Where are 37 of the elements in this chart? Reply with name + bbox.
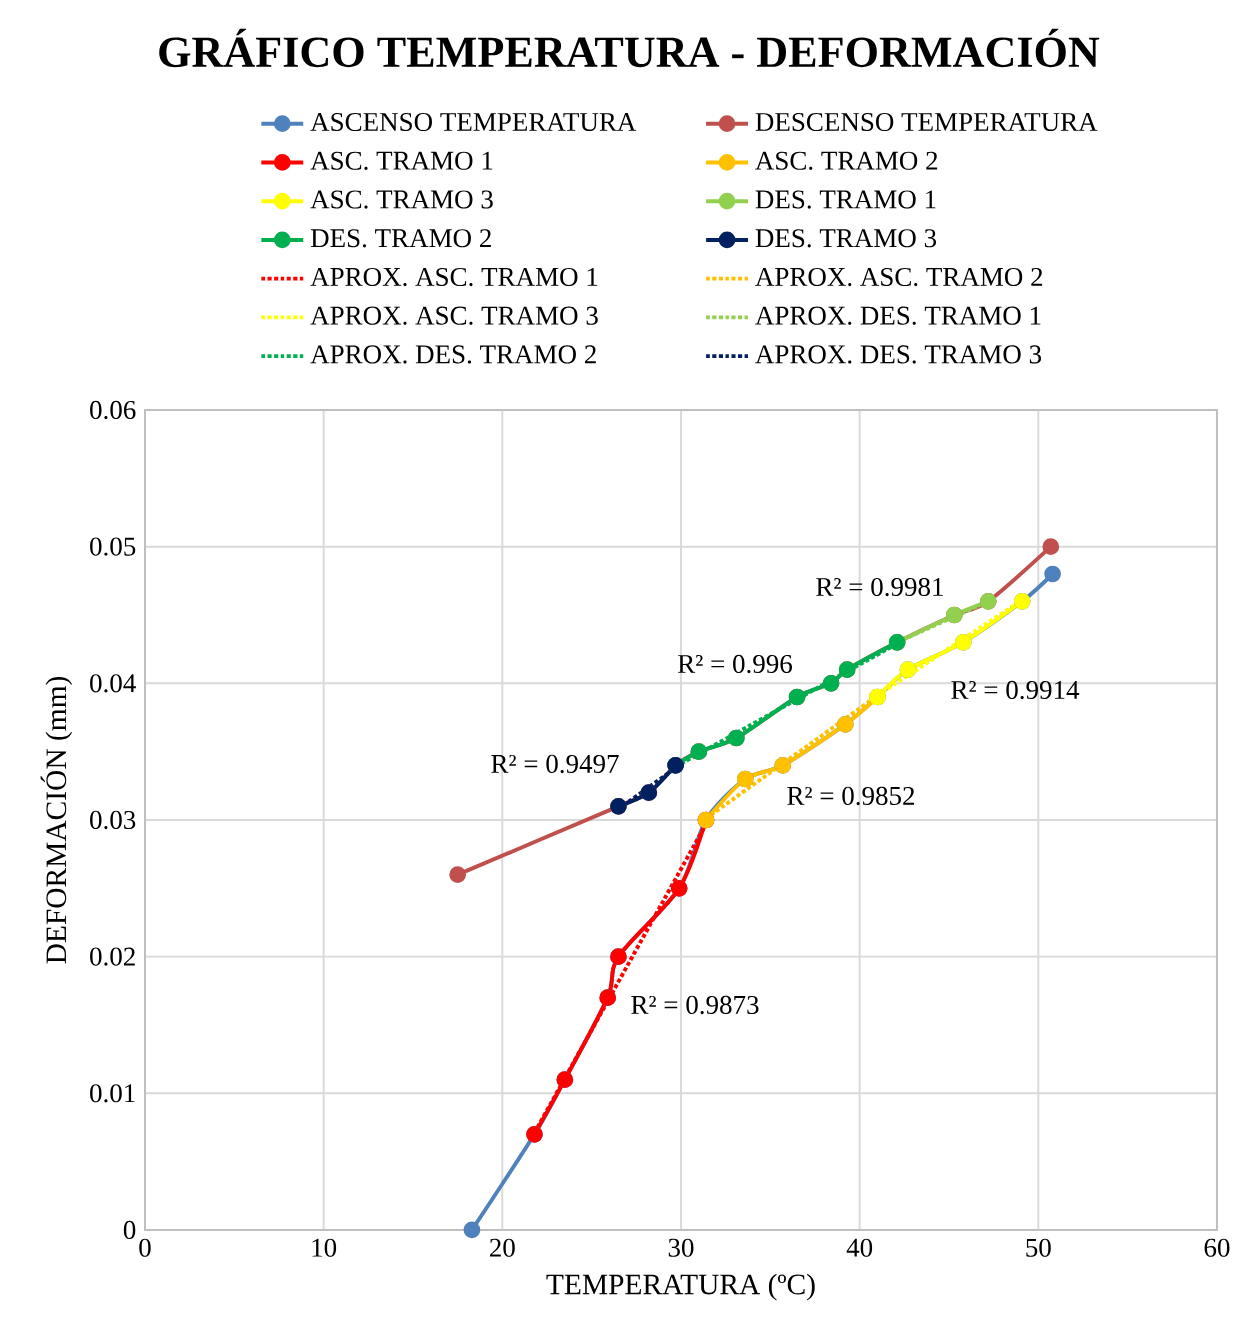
x-tick-label: 10 <box>312 1238 337 1257</box>
legend-label: APROX. DES. TRAMO 3 <box>755 345 1042 364</box>
legend-label: ASC. TRAMO 3 <box>310 190 493 209</box>
annotation: R² = 0.9497 <box>491 754 619 774</box>
legend-label: APROX. ASC. TRAMO 2 <box>755 267 1043 287</box>
y-tick-label: 0.05 <box>90 537 136 556</box>
x-axis-title: TEMPERATURA (ºC) <box>546 1273 815 1301</box>
annotation: R² = 0.9914 <box>951 680 1080 700</box>
x-tick-label: 30 <box>668 1238 694 1257</box>
legend-label: ASC. TRAMO 1 <box>310 151 493 170</box>
chart-title: GRÁFICO TEMPERATURA - DEFORMACIÓN <box>159 28 1100 68</box>
legend-label: APROX. ASC. TRAMO 1 <box>310 267 598 287</box>
legend-label: APROX. DES. TRAMO 2 <box>310 345 596 364</box>
annotation: R² = 0.996 <box>677 654 792 674</box>
x-tick-label: 0 <box>139 1238 151 1257</box>
y-tick-label: 0.04 <box>90 674 136 693</box>
x-tick-label: 60 <box>1204 1238 1230 1257</box>
legend-label: ASC. TRAMO 2 <box>755 151 938 170</box>
y-tick-label: 0.03 <box>90 810 136 830</box>
y-tick-label: 0 <box>123 1220 136 1240</box>
y-tick-label: 0.02 <box>90 947 135 966</box>
x-tick-label: 50 <box>1026 1238 1051 1257</box>
legend-label: APROX. DES. TRAMO 1 <box>755 306 1041 325</box>
annotation: R² = 0.9981 <box>816 577 943 597</box>
annotation: R² = 0.9873 <box>631 995 759 1015</box>
legend-label: APROX. ASC. TRAMO 3 <box>310 306 598 325</box>
y-tick-label: 0.06 <box>90 400 136 420</box>
legend-label: DES. TRAMO 2 <box>310 229 491 248</box>
x-tick-label: 40 <box>846 1238 873 1257</box>
legend-label: DESCENSO TEMPERATURA <box>755 112 1098 132</box>
y-tick-label: 0.01 <box>90 1084 135 1103</box>
legend-label: ASCENSO TEMPERATURA <box>310 112 637 132</box>
legend-label: DES. TRAMO 1 <box>755 190 936 209</box>
y-axis-title: DEFORMACIÓN (mm) <box>40 676 73 964</box>
legend-label: DES. TRAMO 3 <box>755 229 937 248</box>
annotation: R² = 0.9852 <box>787 786 915 806</box>
x-tick-label: 20 <box>489 1238 515 1257</box>
